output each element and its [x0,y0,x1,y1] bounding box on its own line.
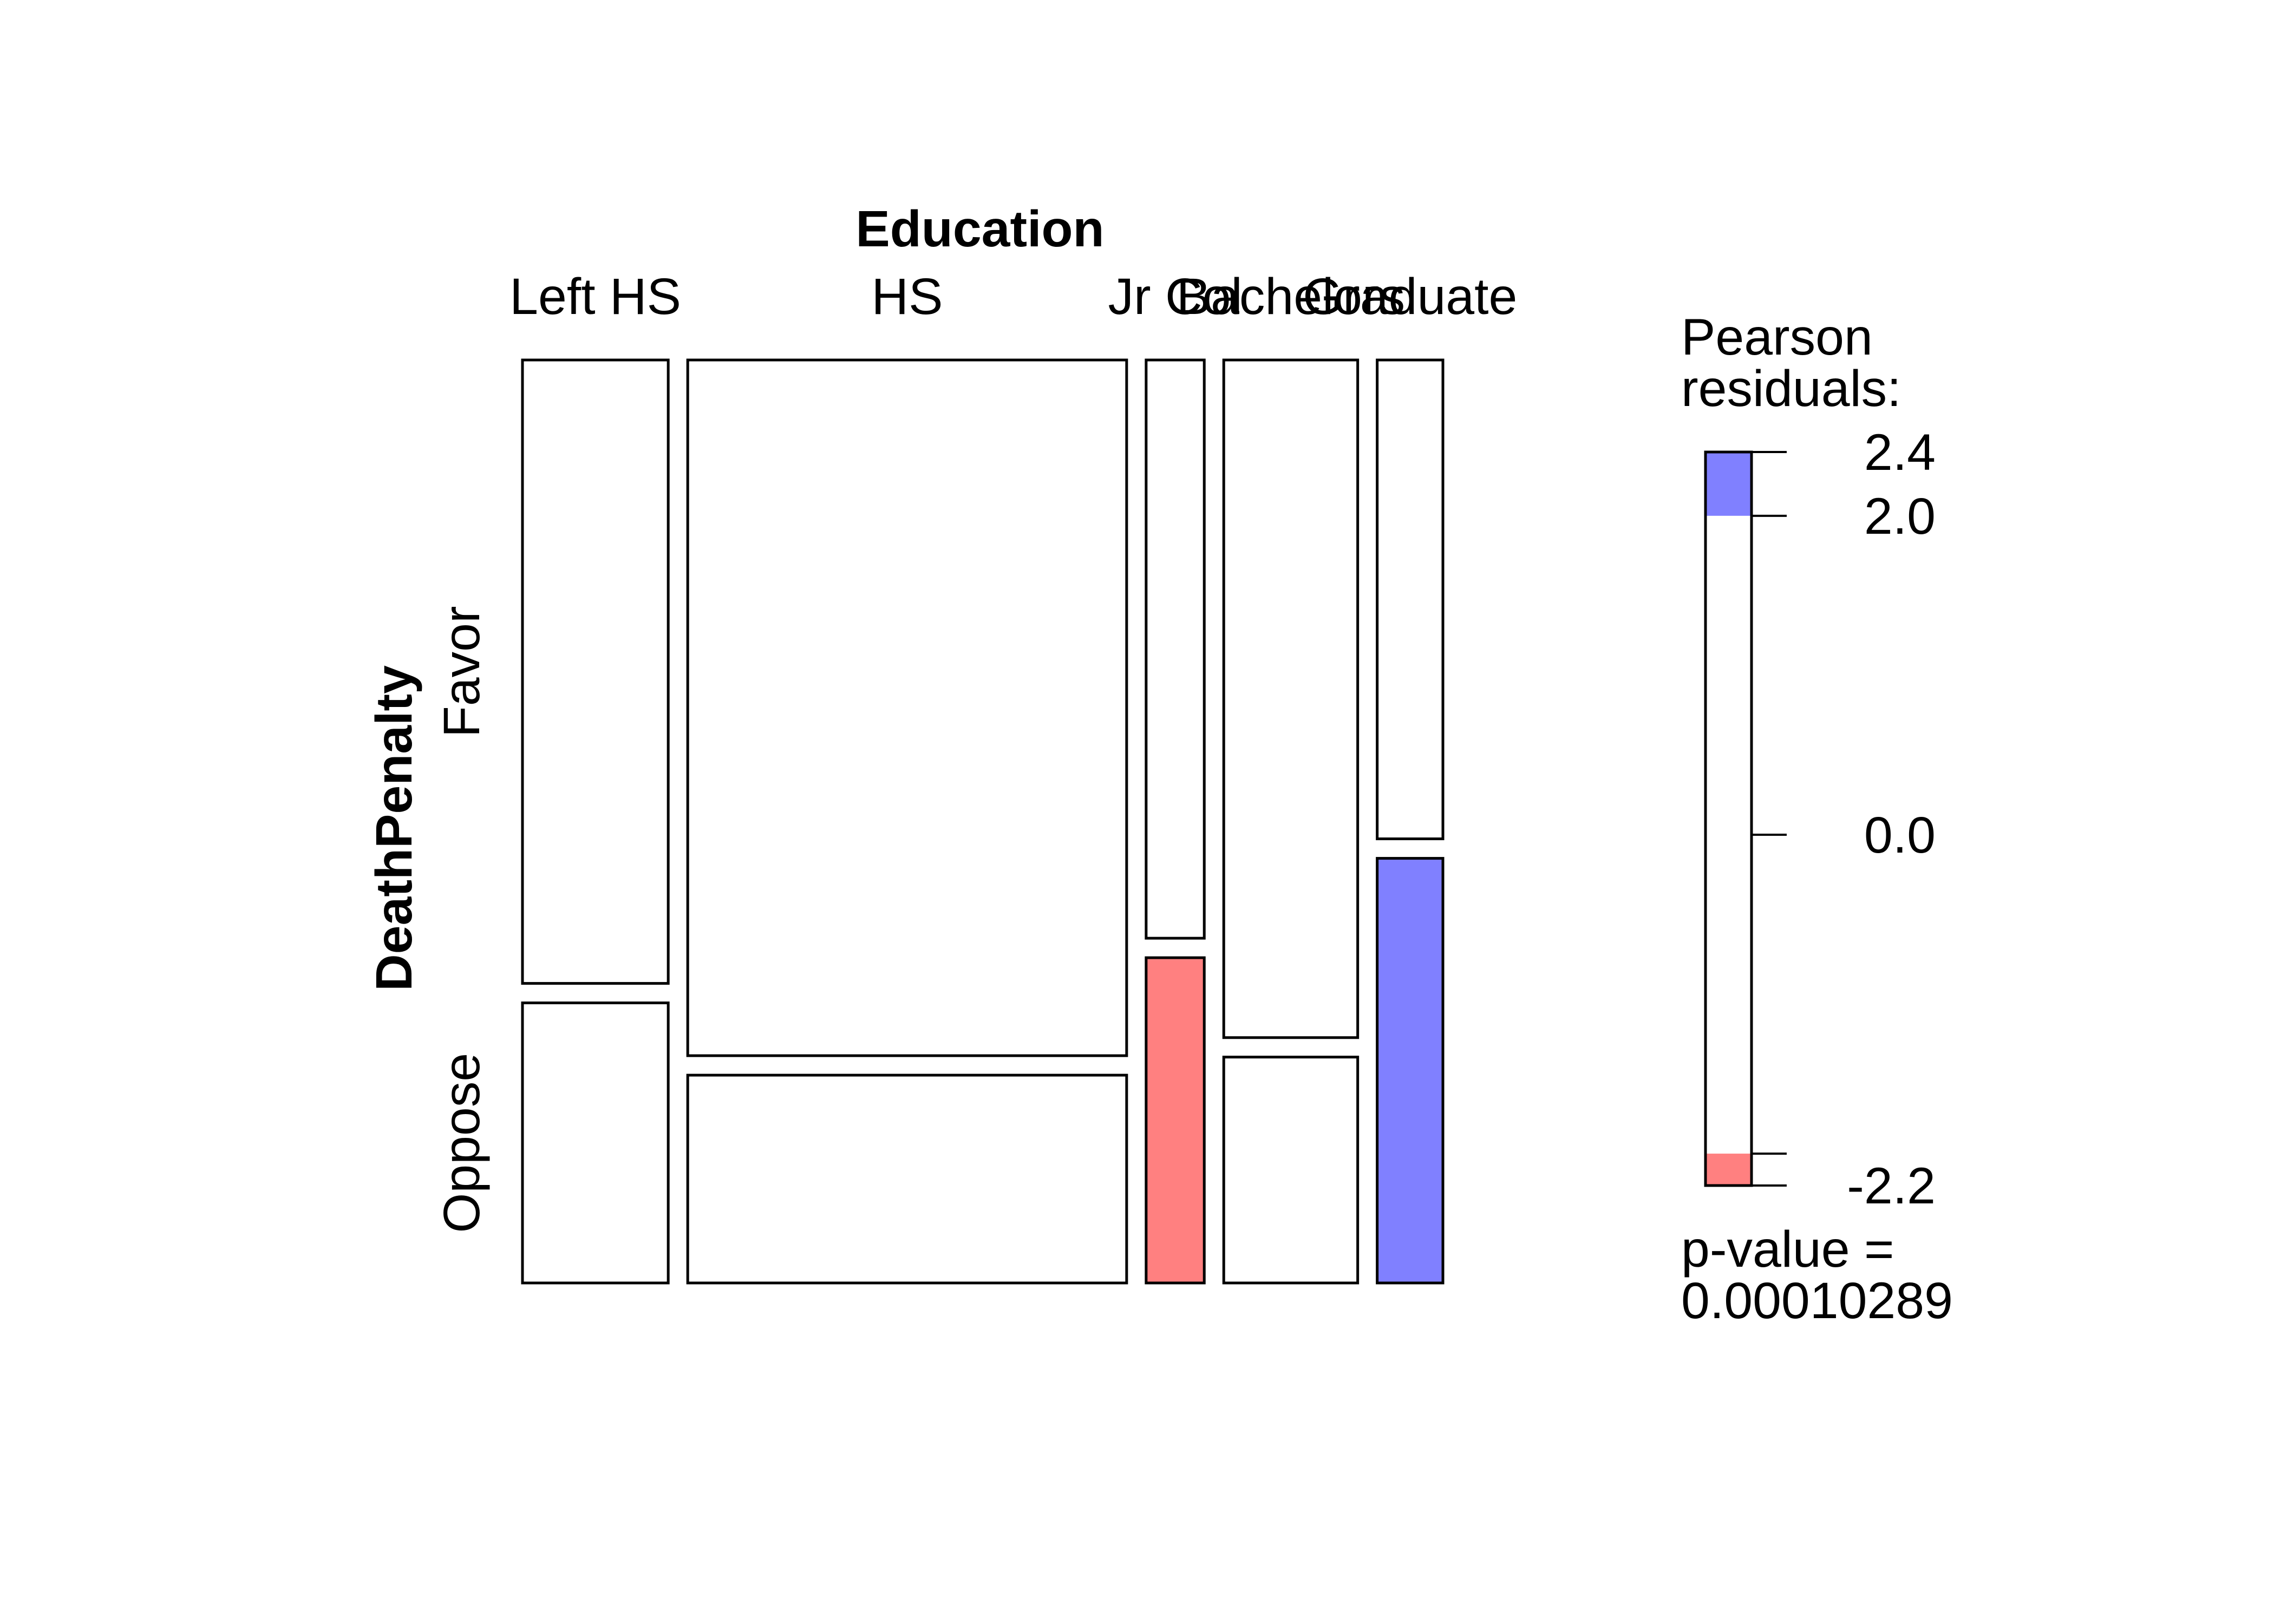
column-label-graduate: Graduate [1303,268,1517,325]
tile-favor-bachelors [1222,358,1360,1039]
legend-bar-outline [1704,450,1753,1187]
legend-tick-label: 0.0 [1864,807,1936,864]
column-label-jr-col: Jr Col [1108,268,1243,325]
legend-title-line2: residuals: [1681,360,1901,417]
column-label-left-hs: Left HS [509,268,681,325]
legend-tick-label: -2.2 [1847,1157,1936,1215]
residual-legend: Pearson residuals: 2.4 2.0 0.0 -2.2 p-value… [1681,309,1953,1330]
tile-oppose-hs [686,1073,1128,1285]
tile-favor-graduate [1376,358,1445,841]
tile-favor-jr-col [1145,358,1206,940]
tile-oppose-graduate [1376,857,1445,1285]
legend-negative-band [1706,1154,1752,1186]
legend-tick-label: 2.0 [1864,488,1936,545]
row-label-favor: Favor [433,606,491,737]
column-label-hs: HS [872,268,943,325]
legend-neutral-band [1706,452,1752,1186]
pvalue-value: 0.00010289 [1681,1272,1953,1330]
y-variable-title: DeathPenalty [365,665,423,991]
mosaic-tiles [521,358,1445,1285]
x-variable-title: Education [855,200,1104,258]
row-label-oppose: Oppose [433,1053,491,1233]
tile-oppose-jr-col [1145,956,1206,1285]
legend-tick-label: 2.4 [1864,424,1936,481]
tile-oppose-left-hs [521,1001,670,1285]
pvalue-label: p-value = [1681,1221,1894,1278]
tile-favor-hs [686,358,1128,1057]
row-labels: Favor Oppose [433,606,491,1233]
column-label-bachelors: Bachelors [1177,268,1405,325]
tile-favor-left-hs [521,358,670,985]
legend-ticks: 2.4 2.0 0.0 -2.2 [1752,424,1936,1215]
legend-title-line1: Pearson [1681,309,1873,366]
tile-oppose-bachelors [1222,1056,1360,1285]
legend-positive-band [1706,452,1752,516]
legend-color-bar [1704,450,1753,1187]
